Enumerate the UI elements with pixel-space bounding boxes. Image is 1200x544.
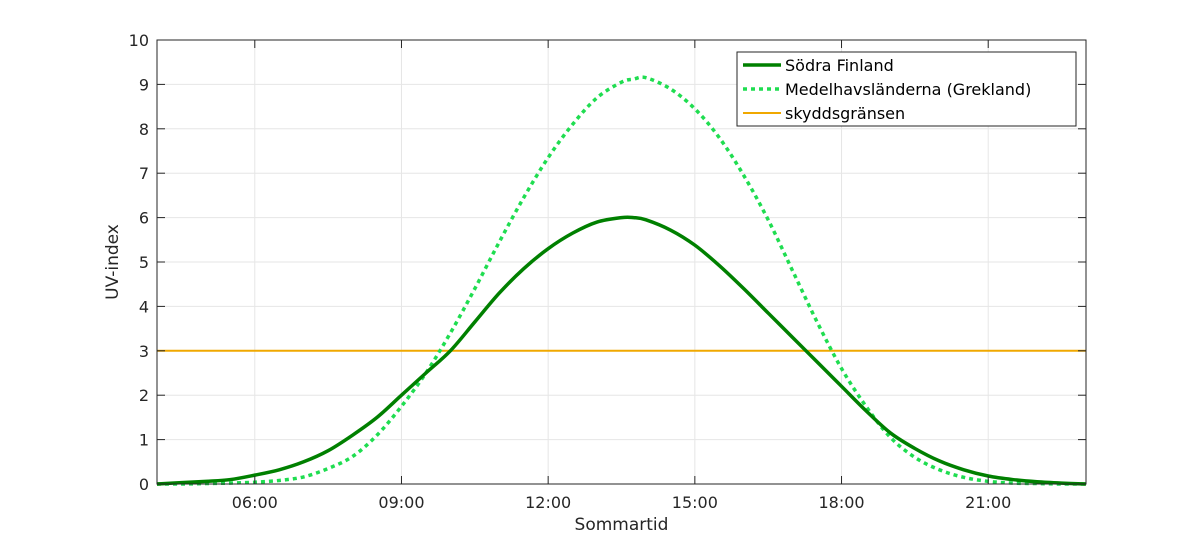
series-line-1: [156, 75, 1087, 486]
y-axis-label: UV-index: [103, 224, 123, 300]
y-tick-label: 2: [139, 386, 149, 405]
y-tick-label: 1: [139, 431, 149, 450]
legend-label: Medelhavsländerna (Grekland): [785, 80, 1031, 99]
y-axis: 0 1 2 3 4 5 6 7 8 9 10: [129, 31, 1086, 494]
x-tick-label: 12:00: [525, 493, 571, 512]
y-tick-label: 8: [139, 120, 149, 139]
legend-box: [736, 51, 1077, 127]
legend: Södra Finland Medelhavsländerna (Grekland…: [736, 51, 1077, 127]
y-tick-label: 0: [139, 475, 149, 494]
x-tick-label: 21:00: [965, 493, 1011, 512]
x-axis-label: Sommartid: [575, 515, 669, 535]
y-tick-label: 4: [139, 297, 149, 316]
x-axis: 06:00 09:00 12:00 15:00 18:00 21:00: [232, 40, 1011, 512]
legend-label: skyddsgränsen: [785, 104, 905, 123]
x-tick-label: 15:00: [672, 493, 718, 512]
legend-label: Södra Finland: [785, 56, 894, 75]
y-tick-label: 10: [129, 31, 149, 50]
x-tick-label: 09:00: [378, 493, 424, 512]
y-tick-label: 6: [139, 209, 149, 228]
y-tick-label: 3: [139, 342, 149, 361]
series-line-0: [156, 215, 1087, 486]
series-lines: [156, 75, 1087, 486]
x-tick-label: 18:00: [818, 493, 864, 512]
y-tick-label: 5: [139, 253, 149, 272]
x-tick-label: 06:00: [232, 493, 278, 512]
y-tick-label: 9: [139, 75, 149, 94]
y-tick-label: 7: [139, 164, 149, 183]
